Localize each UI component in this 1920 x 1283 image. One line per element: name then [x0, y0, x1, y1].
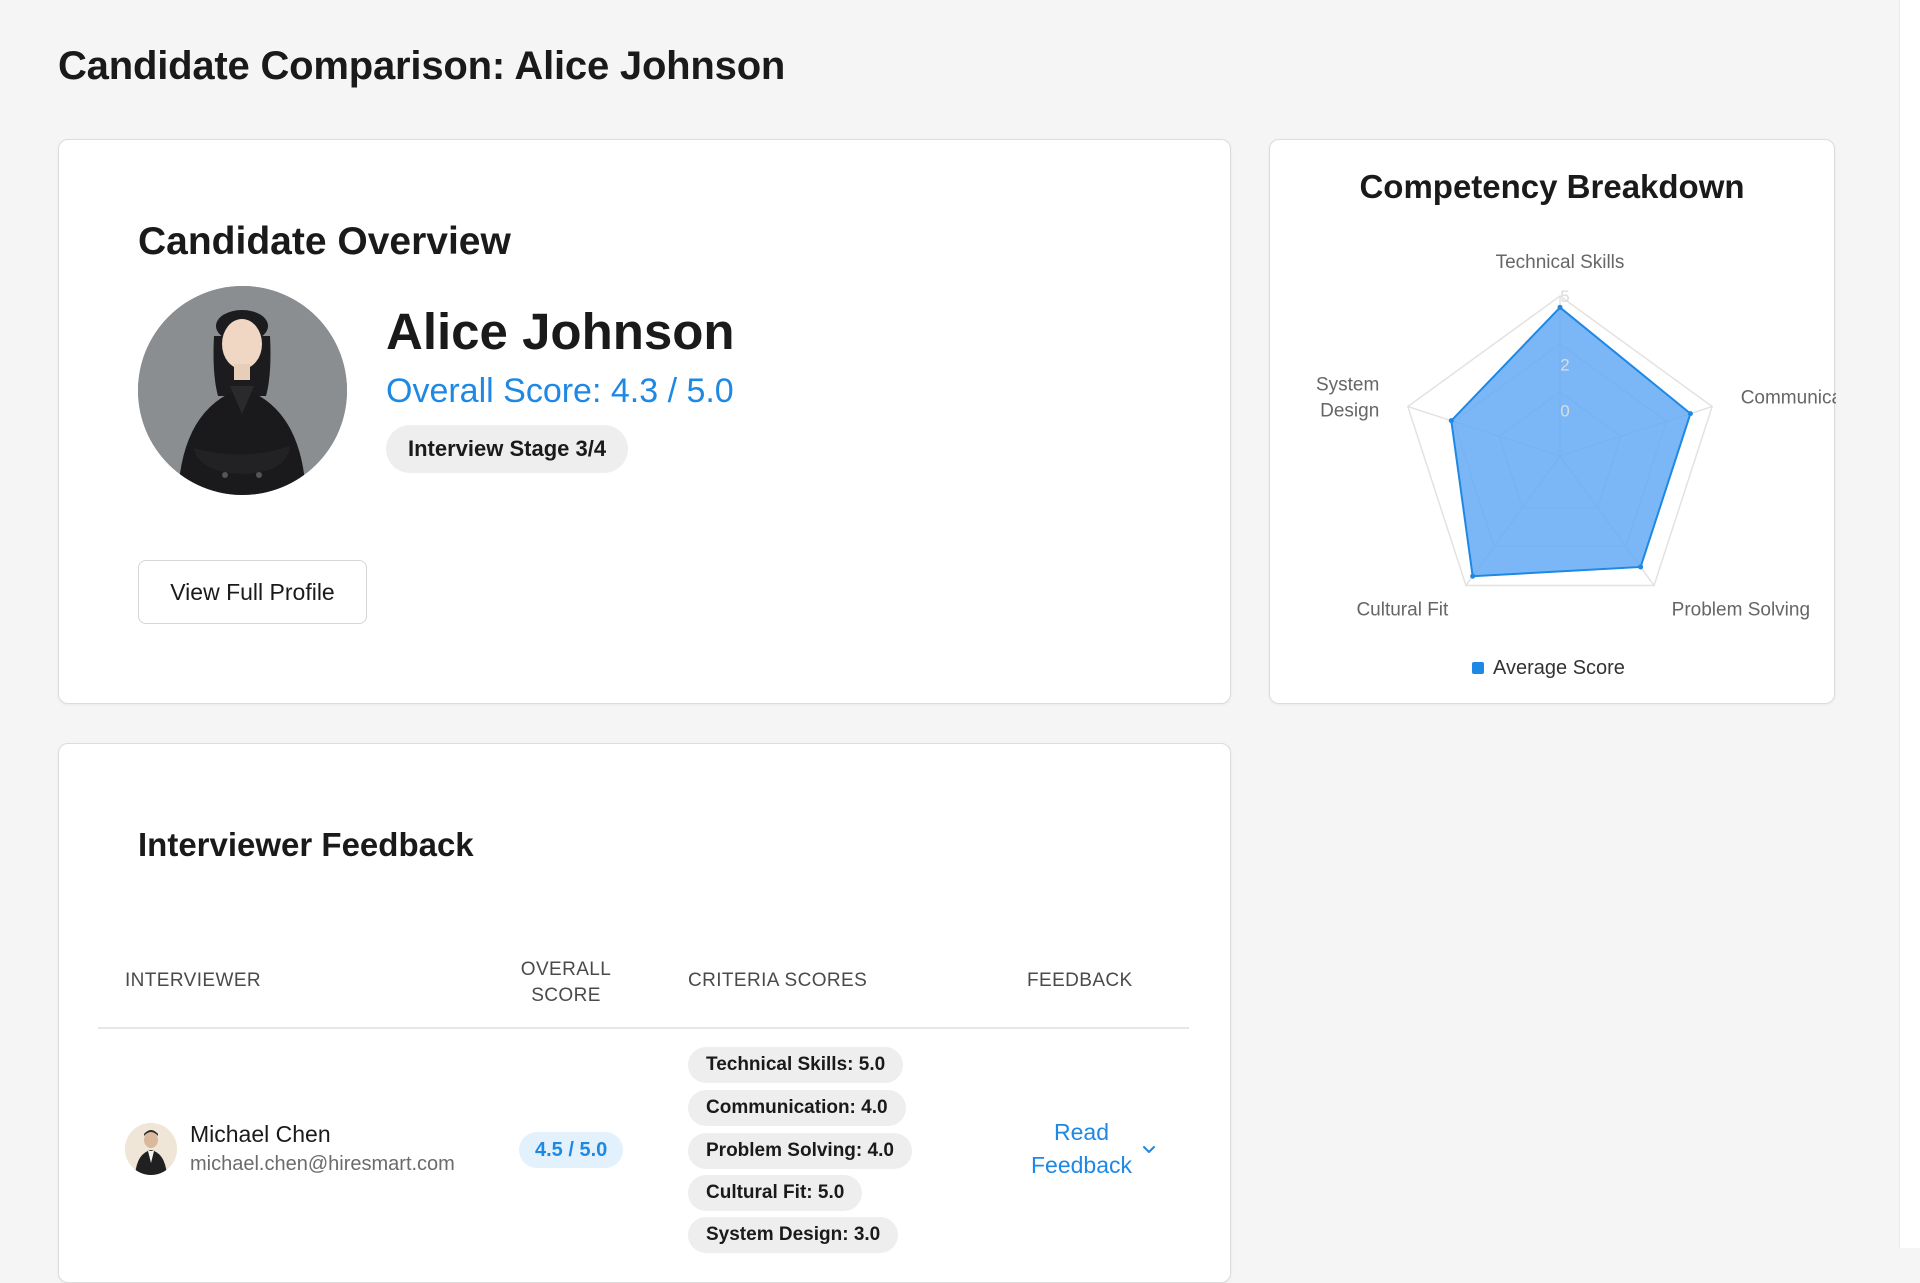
radar-axis-labels: Technical Skills Communication Problem Sol… — [1316, 252, 1836, 621]
candidate-overview-card: Candidate Overview Alice Johnson Overall… — [58, 139, 1231, 704]
radar-axis-label-3: Cultural Fit — [1356, 600, 1449, 621]
radar-series — [1448, 304, 1693, 579]
radar-axis-label-0: Technical Skills — [1496, 252, 1625, 273]
competency-breakdown-card: Competency Breakdown 5 2 0 Technical Skill… — [1269, 139, 1836, 704]
radar-axis-label-1: Communication — [1741, 387, 1836, 408]
column-header-feedback[interactable]: Feedback — [1027, 970, 1133, 991]
criteria-chip-system-design: System Design: 3.0 — [688, 1217, 899, 1253]
read-feedback-line1: Read — [1054, 1119, 1109, 1145]
interview-stage-badge: Interview Stage 3/4 — [386, 425, 629, 473]
column-header-overall-line1: Overall — [520, 959, 612, 980]
radar-grid-ring-2 — [1406, 295, 1714, 587]
radar-axis-label-2: Problem Solving — [1672, 600, 1810, 621]
column-header-interviewer[interactable]: Interviewer — [125, 970, 262, 991]
overall-score: Overall Score: 4.3 / 5.0 — [386, 372, 734, 410]
interviewer-avatar — [125, 1123, 177, 1175]
competency-heading: Competency Breakdown — [1359, 168, 1745, 205]
radar-point-3 — [1470, 573, 1476, 579]
scrollbar-track[interactable] — [1899, 0, 1920, 1248]
chart-legend[interactable]: Average Score — [1472, 657, 1625, 679]
criteria-chip-cultural-fit: Cultural Fit: 5.0 — [688, 1175, 863, 1211]
candidate-photo-icon — [138, 286, 347, 495]
interviewer-score-badge: 4.5 / 5.0 — [519, 1132, 624, 1168]
criteria-chip-technical-skills: Technical Skills: 5.0 — [688, 1047, 904, 1083]
legend-swatch — [1472, 662, 1484, 674]
column-header-overall-line2: Score — [531, 985, 601, 1006]
column-header-overall-score[interactable]: Overall Score — [511, 957, 621, 1009]
overview-heading: Candidate Overview — [138, 220, 511, 263]
radar-axis-label-4: System Design — [1316, 374, 1379, 421]
interviewer-photo-icon — [125, 1123, 177, 1175]
view-full-profile-button[interactable]: View Full Profile — [138, 560, 367, 624]
radar-tick-label-0: 5 — [1560, 287, 1569, 306]
feedback-heading: Interviewer Feedback — [138, 826, 474, 863]
radar-tick-labels: 5 2 0 — [1560, 287, 1569, 420]
radar-point-1 — [1687, 411, 1693, 417]
candidate-avatar — [138, 286, 347, 495]
legend-label: Average Score — [1493, 657, 1625, 679]
read-feedback-link[interactable]: Read Feedback — [1019, 1116, 1144, 1182]
chevron-down-icon[interactable] — [1140, 1141, 1158, 1159]
column-header-criteria-scores[interactable]: Criteria Scores — [688, 970, 868, 991]
read-feedback-line2: Feedback — [1030, 1152, 1132, 1178]
radar-tick-label-1: 2 — [1560, 356, 1569, 375]
table-header-divider — [98, 1027, 1189, 1029]
radar-series-area-0 — [1450, 306, 1692, 578]
page-title: Candidate Comparison: Alice Johnson — [58, 44, 786, 88]
interviewer-name: Michael Chen — [190, 1121, 331, 1147]
interviewer-feedback-card: Interviewer Feedback Interviewer Overall… — [58, 743, 1231, 1283]
radar-tick-label-2: 0 — [1560, 401, 1569, 420]
interviewer-email: michael.chen@hiresmart.com — [190, 1153, 455, 1175]
radar-point-4 — [1448, 418, 1454, 424]
candidate-name: Alice Johnson — [386, 303, 735, 360]
radar-point-0 — [1557, 304, 1563, 310]
competency-radar-chart: 5 2 0 Technical Skills Communication Problem… — [1316, 252, 1836, 679]
criteria-chip-communication: Communication: 4.0 — [688, 1090, 906, 1126]
radar-point-2 — [1638, 564, 1644, 570]
criteria-chip-problem-solving: Problem Solving: 4.0 — [688, 1133, 912, 1169]
